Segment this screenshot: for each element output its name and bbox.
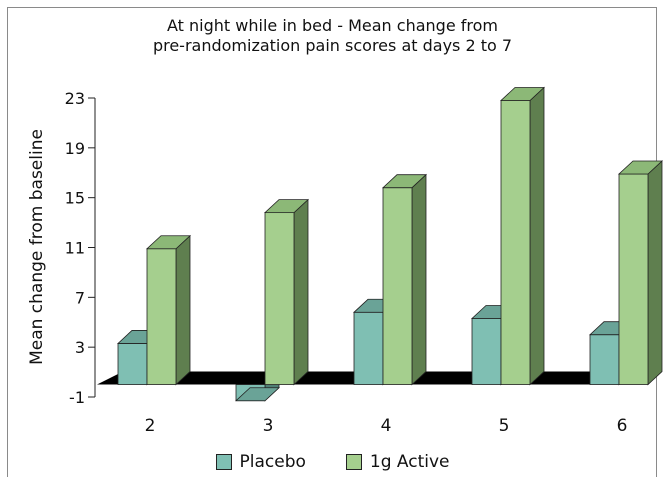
- x-tick-label: 3: [263, 416, 274, 436]
- bar-placebo-day-5-front: [471, 318, 502, 385]
- bar-1g-active-day-5-side: [529, 86, 545, 386]
- bar-1g-active-day-2-front: [146, 248, 177, 385]
- legend-item-1g-active: 1g Active: [345, 452, 450, 472]
- bar-1g-active-day-3-front: [264, 212, 295, 385]
- bar-1g-active-day-4-front: [382, 187, 413, 385]
- legend-swatch-placebo: [215, 454, 232, 470]
- bar-placebo-day-6-front: [589, 334, 620, 385]
- x-tick-labels-group: 234567: [145, 416, 628, 436]
- bar-placebo-day-2-front: [117, 343, 148, 385]
- legend-swatch-1g-active: [345, 454, 362, 470]
- x-tick-label: 5: [499, 416, 510, 436]
- bar-1g-active-day-5-front: [500, 100, 531, 385]
- bar-placebo-day-3-top: [234, 387, 281, 402]
- chart-title-line-2: pre-randomization pain scores at days 2 …: [152, 36, 513, 55]
- chart-title-line-1: At night while in bed - Mean change from: [167, 16, 498, 35]
- bar-1g-active-day-2-top: [145, 235, 192, 250]
- legend-label-1g-active: 1g Active: [369, 452, 450, 472]
- chart-title: At night while in bed - Mean change from…: [0, 16, 665, 56]
- legend-item-placebo: Placebo: [215, 452, 306, 472]
- bar-1g-active-day-5: [499, 86, 546, 386]
- bar-1g-active-day-3-side: [293, 198, 309, 386]
- bar-placebo-day-4-front: [353, 311, 384, 385]
- x-tick-label: 4: [381, 416, 392, 436]
- x-tick-label: 6: [617, 416, 628, 436]
- legend: Placebo 1g Active: [0, 452, 665, 472]
- y-tick-label: 3: [75, 338, 85, 357]
- bar-1g-active-day-4: [381, 173, 428, 386]
- bar-1g-active-day-3-top: [263, 199, 310, 214]
- bar-1g-active-day-3: [263, 198, 310, 386]
- legend-label-placebo: Placebo: [239, 452, 306, 472]
- axes-group: -1 3 7 11 15 19 23: [65, 89, 96, 407]
- y-tick-label: 23: [65, 89, 85, 108]
- bars-group: [116, 86, 664, 402]
- y-tick-label: 11: [65, 239, 85, 258]
- bar-1g-active-day-2-side: [175, 234, 191, 386]
- bar-1g-active-day-5-top: [499, 87, 546, 101]
- bar-1g-active-day-2: [145, 234, 192, 386]
- bar-1g-active-day-4-top: [381, 174, 428, 189]
- bar-1g-active-day-6-side: [647, 160, 663, 386]
- y-tick-label: 19: [65, 139, 85, 158]
- bar-1g-active-day-6-front: [618, 173, 649, 385]
- y-tick-label: -1: [69, 388, 85, 407]
- y-tick-label: 15: [65, 189, 85, 208]
- bar-1g-active-day-4-side: [411, 173, 427, 386]
- x-tick-label: 2: [145, 416, 156, 436]
- y-axis-title: Mean change from baseline: [27, 129, 47, 365]
- bar-1g-active-day-6-top: [617, 160, 664, 175]
- bar-1g-active-day-6: [617, 160, 664, 386]
- y-tick-label: 7: [75, 288, 85, 307]
